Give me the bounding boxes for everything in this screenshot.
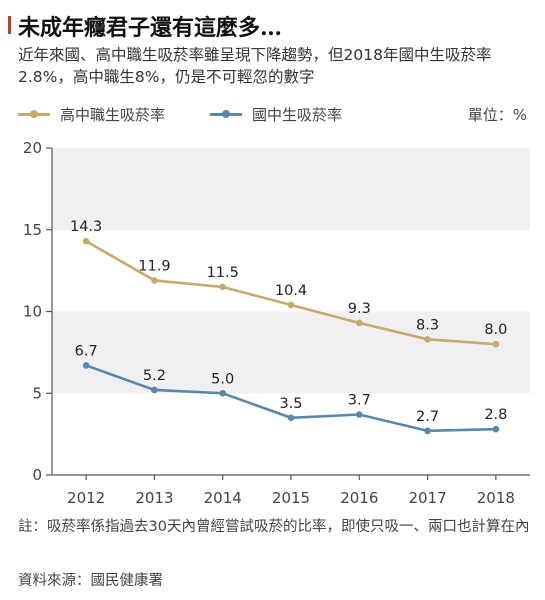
data-label: 3.5 [279,396,302,412]
title-bar: 未成年癮君子還有這麼多… [0,6,545,41]
x-tick-label: 2014 [204,489,242,507]
data-label: 5.2 [143,368,166,384]
data-label: 14.3 [70,219,102,235]
y-tick-label: 0 [32,466,42,484]
data-point [424,335,431,343]
grid-band [52,148,530,230]
legend-label-junior-high: 國中生吸菸率 [252,106,343,124]
x-tick-label: 2013 [135,489,173,507]
data-label: 3.7 [348,393,371,409]
legend: 高中職生吸菸率 國中生吸菸率 單位：% [0,104,545,126]
line-chart: 0 5 10 15 20 2012 2013 2014 2015 2016 2017 2018 14.3… [23,139,530,507]
x-tick-label: 2016 [340,489,378,507]
data-label: 9.3 [348,301,371,317]
data-label: 6.7 [75,343,98,359]
title-accent-mark [8,16,11,34]
legend-label-high-school: 高中職生吸菸率 [60,106,166,124]
data-point [355,411,363,418]
x-tick-label: 2012 [67,489,105,507]
data-point [82,362,90,369]
y-tick-label: 5 [32,384,42,402]
unit-label: 單位：% [467,106,527,124]
data-point [151,277,158,284]
legend-item-high-school: 高中職生吸菸率 [18,104,165,125]
data-point [492,425,500,433]
x-tick-label: 2015 [272,489,310,507]
data-point [219,389,227,397]
data-label: 8.3 [416,317,439,333]
y-tick-label: 10 [23,303,42,321]
data-label: 11.5 [207,265,239,281]
data-point [287,414,295,422]
data-point [287,301,295,309]
x-tick-label: 2018 [477,489,515,507]
chart-subtitle: 近年來國、高中職生吸菸率雖呈現下降趨勢，但2018年國中生吸菸率2.8%，高中職… [18,46,492,86]
data-point [424,427,431,435]
source-note: 資料來源：國民健康署 [18,573,163,589]
legend-swatch-junior-high [210,110,242,118]
data-point [219,283,227,291]
data-label: 2.7 [416,409,439,425]
legend-swatch-high-school [18,110,50,118]
grid-band [52,311,530,394]
data-label: 11.9 [138,258,170,274]
y-tick-label: 20 [23,139,42,157]
data-point [492,340,500,348]
x-tick-label: 2017 [408,489,446,507]
data-point [151,386,158,394]
data-label: 8.0 [484,322,507,338]
legend-item-junior-high: 國中生吸菸率 [210,104,342,125]
footnote: 註：吸菸率係指過去30天內曾經嘗試吸菸的比率，即使只吸一、兩口也計算在內 [18,519,530,535]
chart-title: 未成年癮君子還有這麼多… [18,15,283,41]
data-point [355,319,363,327]
y-tick-label: 15 [23,221,42,239]
data-point [82,237,90,245]
data-label: 5.0 [211,371,234,387]
data-label: 10.4 [275,283,307,299]
data-label: 2.8 [484,407,507,423]
